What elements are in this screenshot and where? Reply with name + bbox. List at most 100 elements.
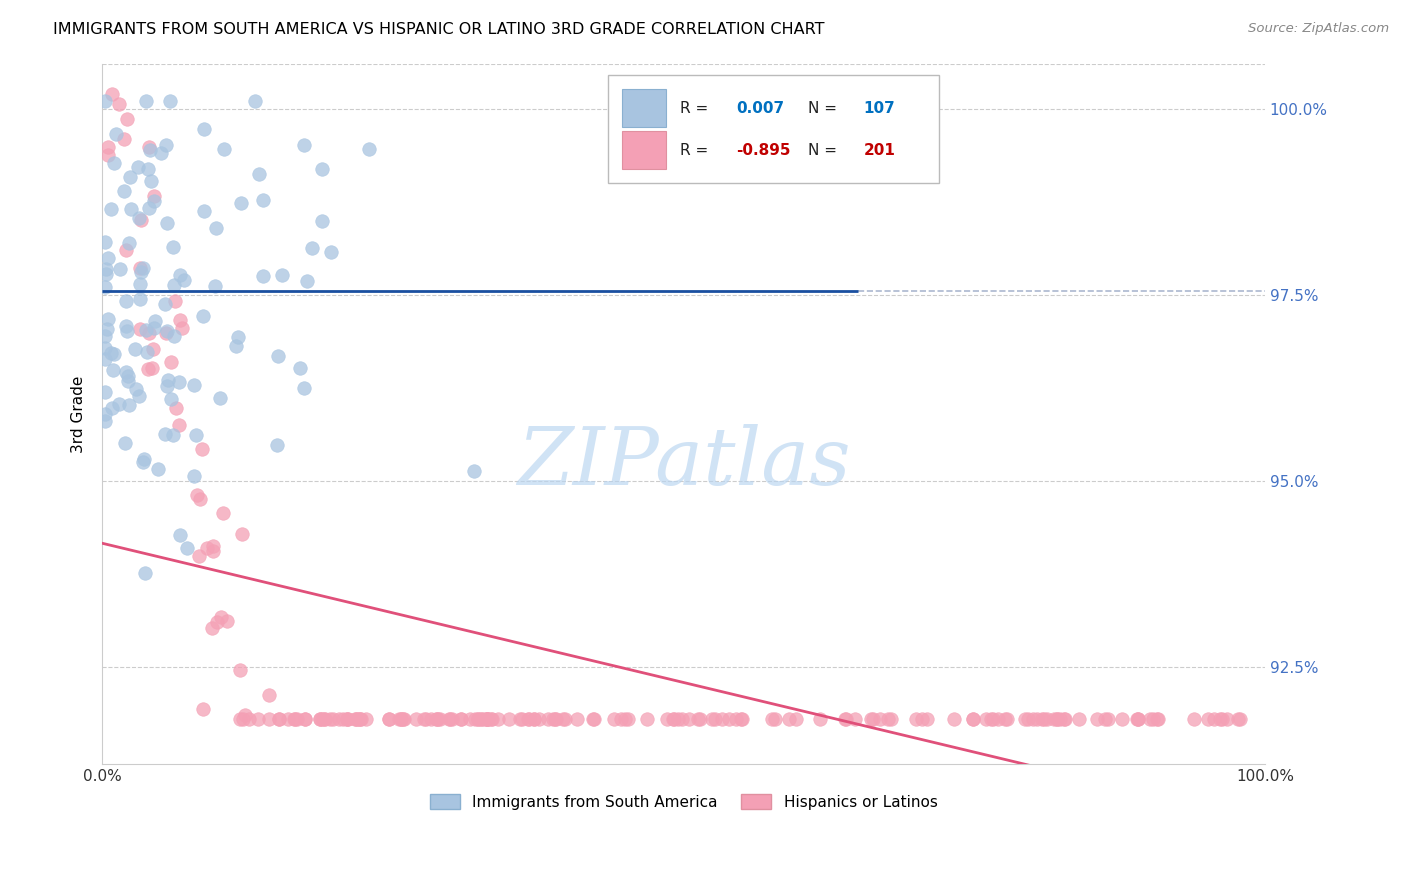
Point <box>862 712 884 726</box>
Point <box>1182 712 1205 726</box>
Point <box>247 712 270 726</box>
Point <box>616 712 638 726</box>
Point <box>145 314 167 328</box>
Point <box>544 712 567 726</box>
Point <box>378 712 401 726</box>
Point <box>269 712 291 726</box>
Point <box>229 712 252 726</box>
Point <box>267 349 290 363</box>
Point <box>165 294 187 309</box>
Point <box>537 712 560 726</box>
Point <box>93 414 115 428</box>
Point <box>311 214 333 228</box>
Text: ZIPatlas: ZIPatlas <box>517 425 851 501</box>
Point <box>134 566 156 580</box>
Point <box>252 268 274 283</box>
Point <box>169 312 191 326</box>
Point <box>112 184 135 198</box>
Point <box>96 268 118 282</box>
Point <box>1126 712 1149 726</box>
Point <box>980 712 1002 726</box>
Point <box>915 712 938 726</box>
Point <box>271 268 294 282</box>
Point <box>1126 712 1149 726</box>
Point <box>554 712 576 726</box>
Point <box>118 169 141 184</box>
Point <box>97 312 120 326</box>
Point <box>294 712 316 726</box>
Point <box>129 322 152 336</box>
Point <box>347 712 370 726</box>
Point <box>710 712 733 726</box>
Point <box>135 95 157 109</box>
Point <box>450 712 472 726</box>
Point <box>128 211 150 226</box>
Point <box>808 712 831 726</box>
Point <box>636 712 658 726</box>
Point <box>1139 712 1161 726</box>
Point <box>1097 712 1119 726</box>
Point <box>391 712 413 726</box>
Text: N =: N = <box>808 101 842 116</box>
Point <box>201 621 224 635</box>
Point <box>700 712 723 726</box>
Point <box>346 712 368 726</box>
Point <box>346 712 368 726</box>
Point <box>1094 712 1116 726</box>
Point <box>173 272 195 286</box>
Text: N =: N = <box>808 143 842 158</box>
Point <box>257 712 280 726</box>
Point <box>159 95 181 109</box>
Point <box>1025 712 1047 726</box>
Point <box>731 712 754 726</box>
Point <box>309 712 332 726</box>
Point <box>336 712 359 726</box>
Point <box>207 615 229 629</box>
Point <box>1046 712 1069 726</box>
Point <box>209 609 232 624</box>
Point <box>186 488 208 502</box>
Point <box>229 196 252 211</box>
Point <box>1067 712 1090 726</box>
Point <box>193 204 215 219</box>
Point <box>664 712 686 726</box>
Point <box>523 712 546 726</box>
Point <box>481 712 503 726</box>
Point <box>686 712 709 726</box>
Text: -0.895: -0.895 <box>735 143 790 158</box>
Point <box>163 278 186 293</box>
Point <box>844 712 866 726</box>
Point <box>703 712 725 726</box>
Point <box>357 142 380 156</box>
Point <box>156 216 179 230</box>
Point <box>93 95 115 109</box>
Point <box>1147 712 1170 726</box>
Point <box>1021 712 1043 726</box>
Point <box>127 160 149 174</box>
Point <box>129 260 152 275</box>
Point <box>671 712 693 726</box>
Point <box>162 240 184 254</box>
Point <box>124 342 146 356</box>
Point <box>129 212 152 227</box>
Point <box>148 461 170 475</box>
Point <box>475 712 498 726</box>
Point <box>96 252 118 266</box>
Point <box>118 398 141 412</box>
Point <box>160 355 183 369</box>
Text: Source: ZipAtlas.com: Source: ZipAtlas.com <box>1249 22 1389 36</box>
Point <box>332 712 354 726</box>
Point <box>209 392 232 406</box>
Point <box>582 712 605 726</box>
Point <box>187 549 209 564</box>
Point <box>498 712 520 726</box>
Point <box>904 712 927 726</box>
Point <box>142 189 165 203</box>
Point <box>195 541 218 555</box>
Point <box>247 167 270 181</box>
Point <box>467 712 489 726</box>
Point <box>101 401 124 415</box>
Point <box>238 712 260 726</box>
Point <box>463 464 485 478</box>
Point <box>169 268 191 282</box>
